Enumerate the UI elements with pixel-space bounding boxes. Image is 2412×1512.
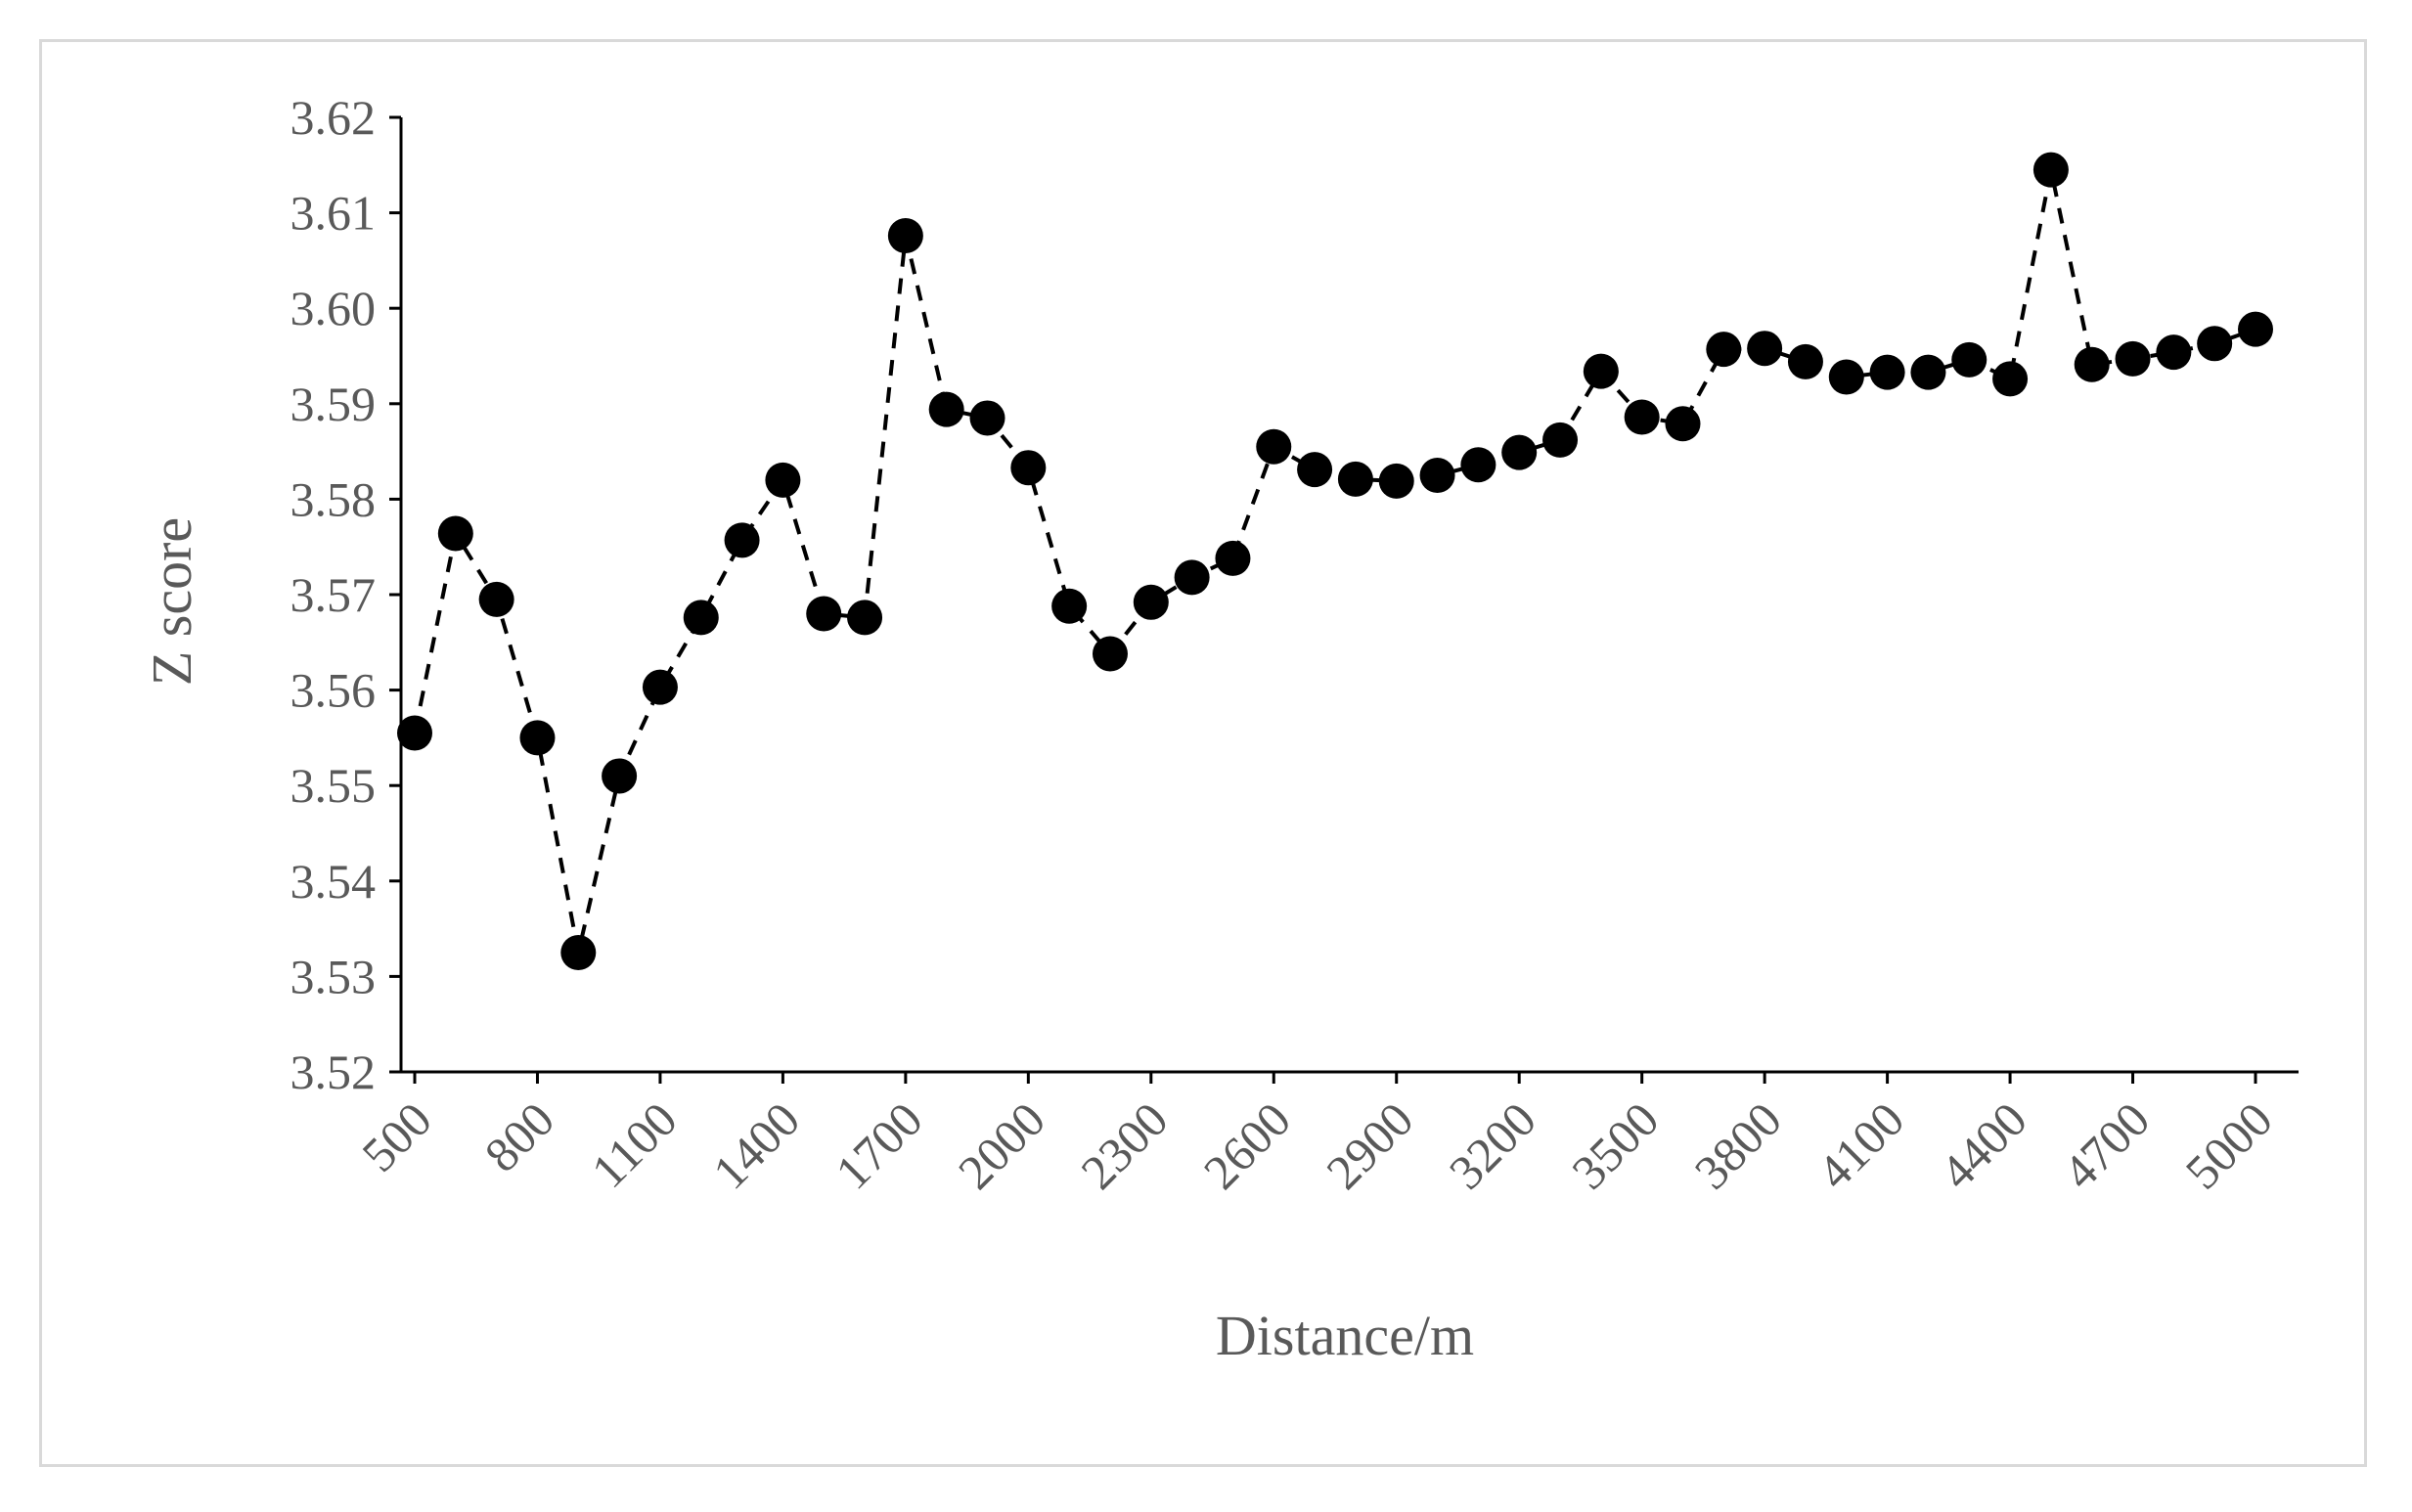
data-point	[642, 669, 678, 705]
x-tick-label: 500	[351, 1091, 442, 1182]
data-point	[1542, 422, 1579, 458]
data-point	[437, 515, 473, 552]
chart-frame	[39, 39, 2367, 1467]
data-point	[724, 522, 760, 558]
data-markers	[397, 152, 2273, 970]
data-point	[1624, 399, 1660, 435]
data-point	[602, 758, 638, 794]
x-tick-label: 1400	[702, 1091, 810, 1199]
y-tick-label: 3.52	[290, 1045, 377, 1099]
data-point	[1706, 332, 1742, 368]
data-point	[397, 715, 432, 751]
data-point	[969, 400, 1005, 436]
x-tick-label: 3500	[1561, 1091, 1669, 1199]
data-point	[2115, 340, 2151, 377]
data-point	[478, 581, 514, 617]
series-zscore	[413, 169, 2256, 954]
y-tick-label: 3.53	[290, 949, 377, 1003]
data-point	[1828, 359, 1864, 395]
data-point	[1460, 447, 1496, 483]
data-point	[1337, 461, 1373, 497]
x-tick-label: 2900	[1316, 1091, 1423, 1199]
x-tick-label: 2000	[948, 1091, 1055, 1199]
data-point	[2156, 334, 2192, 371]
y-tick-label: 3.57	[290, 567, 377, 622]
data-point	[1010, 450, 1047, 486]
data-point	[928, 391, 964, 427]
data-point	[1215, 540, 1251, 576]
y-tick-label: 3.58	[290, 471, 377, 526]
y-tick-label: 3.56	[290, 663, 377, 718]
series-line	[413, 169, 2256, 954]
data-point	[887, 218, 923, 254]
y-axis-title: Z score	[140, 517, 203, 686]
data-point	[2032, 152, 2069, 188]
data-point	[1501, 434, 1538, 470]
data-point	[519, 720, 556, 756]
x-tick-label: 3200	[1439, 1091, 1546, 1199]
data-point	[2238, 311, 2273, 347]
data-point	[1378, 463, 1414, 499]
x-tick-label: 800	[474, 1091, 565, 1182]
data-point	[2074, 346, 2110, 382]
data-point	[560, 935, 597, 970]
data-point	[683, 600, 719, 636]
x-tick-label: 1700	[825, 1091, 932, 1199]
data-point	[1910, 354, 1946, 390]
data-point	[1133, 584, 1169, 620]
data-point	[1992, 361, 2029, 397]
x-tick-label: 2600	[1193, 1091, 1301, 1199]
data-point	[1665, 406, 1701, 442]
data-point	[1092, 636, 1128, 672]
data-point	[1051, 588, 1088, 624]
y-tick-label: 3.59	[290, 377, 377, 431]
data-point	[1297, 452, 1333, 488]
x-axis-title: Distance/m	[1216, 1304, 1474, 1367]
data-point	[847, 600, 883, 636]
data-point	[1583, 353, 1619, 389]
data-point	[1174, 559, 1210, 596]
x-tick-label: 2300	[1070, 1091, 1178, 1199]
data-point	[1787, 343, 1823, 379]
data-point	[1951, 341, 1988, 378]
y-tick-label: 3.61	[290, 186, 377, 241]
x-tick-label: 3800	[1684, 1091, 1792, 1199]
y-tick-label: 3.54	[290, 854, 377, 909]
y-tick-label: 3.62	[290, 90, 377, 145]
data-point	[765, 462, 801, 498]
y-tick-label: 3.55	[290, 758, 377, 813]
data-point	[2197, 326, 2233, 362]
data-point	[1747, 331, 1783, 367]
data-point	[1869, 354, 1905, 390]
x-tick-label: 1100	[581, 1091, 688, 1198]
x-tick-label: 5000	[2174, 1091, 2282, 1199]
data-point	[1256, 428, 1292, 465]
data-point	[806, 596, 842, 632]
x-tick-label: 4700	[2052, 1091, 2160, 1199]
y-tick-label: 3.60	[290, 281, 377, 335]
axes: 3.52 3.53 3.54 3.55 3.56 3.57 3.58 3.59 3.60 3.61…	[290, 90, 2299, 1199]
x-tick-label: 4100	[1807, 1091, 1914, 1199]
data-point	[1419, 458, 1455, 493]
x-tick-label: 4400	[1930, 1091, 2037, 1199]
